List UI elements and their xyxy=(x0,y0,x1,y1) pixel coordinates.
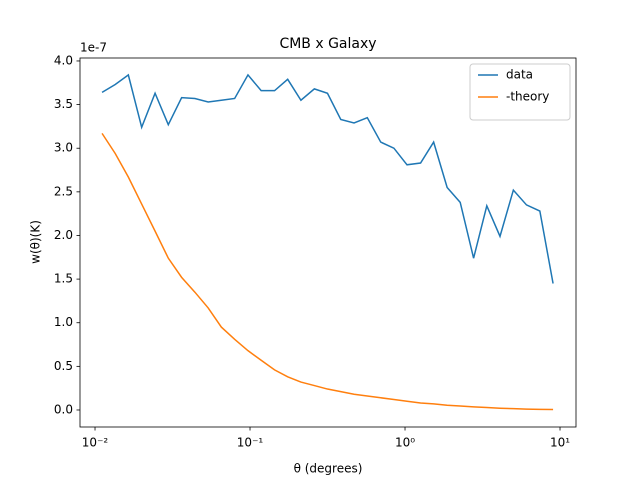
y-tick-label: 2.0 xyxy=(54,228,73,242)
y-tick-label: 0.0 xyxy=(54,402,73,416)
y-tick-label: 4.0 xyxy=(54,53,73,67)
legend-label: data xyxy=(506,68,533,82)
chart-title: CMB x Galaxy xyxy=(279,36,376,52)
y-tick-label: 0.5 xyxy=(54,359,73,373)
series-line xyxy=(101,132,554,411)
series-line xyxy=(101,73,554,284)
x-tick-label: 10⁰ xyxy=(395,436,415,450)
y-offset-label: 1e-7 xyxy=(80,41,107,55)
legend-label: -theory xyxy=(506,90,549,104)
legend-box xyxy=(469,63,571,121)
y-tick-label: 3.0 xyxy=(54,141,73,155)
y-tick-label: 3.5 xyxy=(54,97,73,111)
y-tick-label: 1.0 xyxy=(54,315,73,329)
x-tick-label: 10¹ xyxy=(550,436,570,450)
x-tick-label: 10⁻¹ xyxy=(237,436,264,450)
x-axis-label: θ (degrees) xyxy=(294,462,363,476)
axes-frame xyxy=(79,57,577,428)
y-axis-label: w(θ)(K) xyxy=(29,220,43,264)
x-tick-label: 10⁻² xyxy=(82,436,109,450)
y-tick-label: 1.5 xyxy=(54,272,73,286)
y-tick-label: 2.5 xyxy=(54,184,73,198)
